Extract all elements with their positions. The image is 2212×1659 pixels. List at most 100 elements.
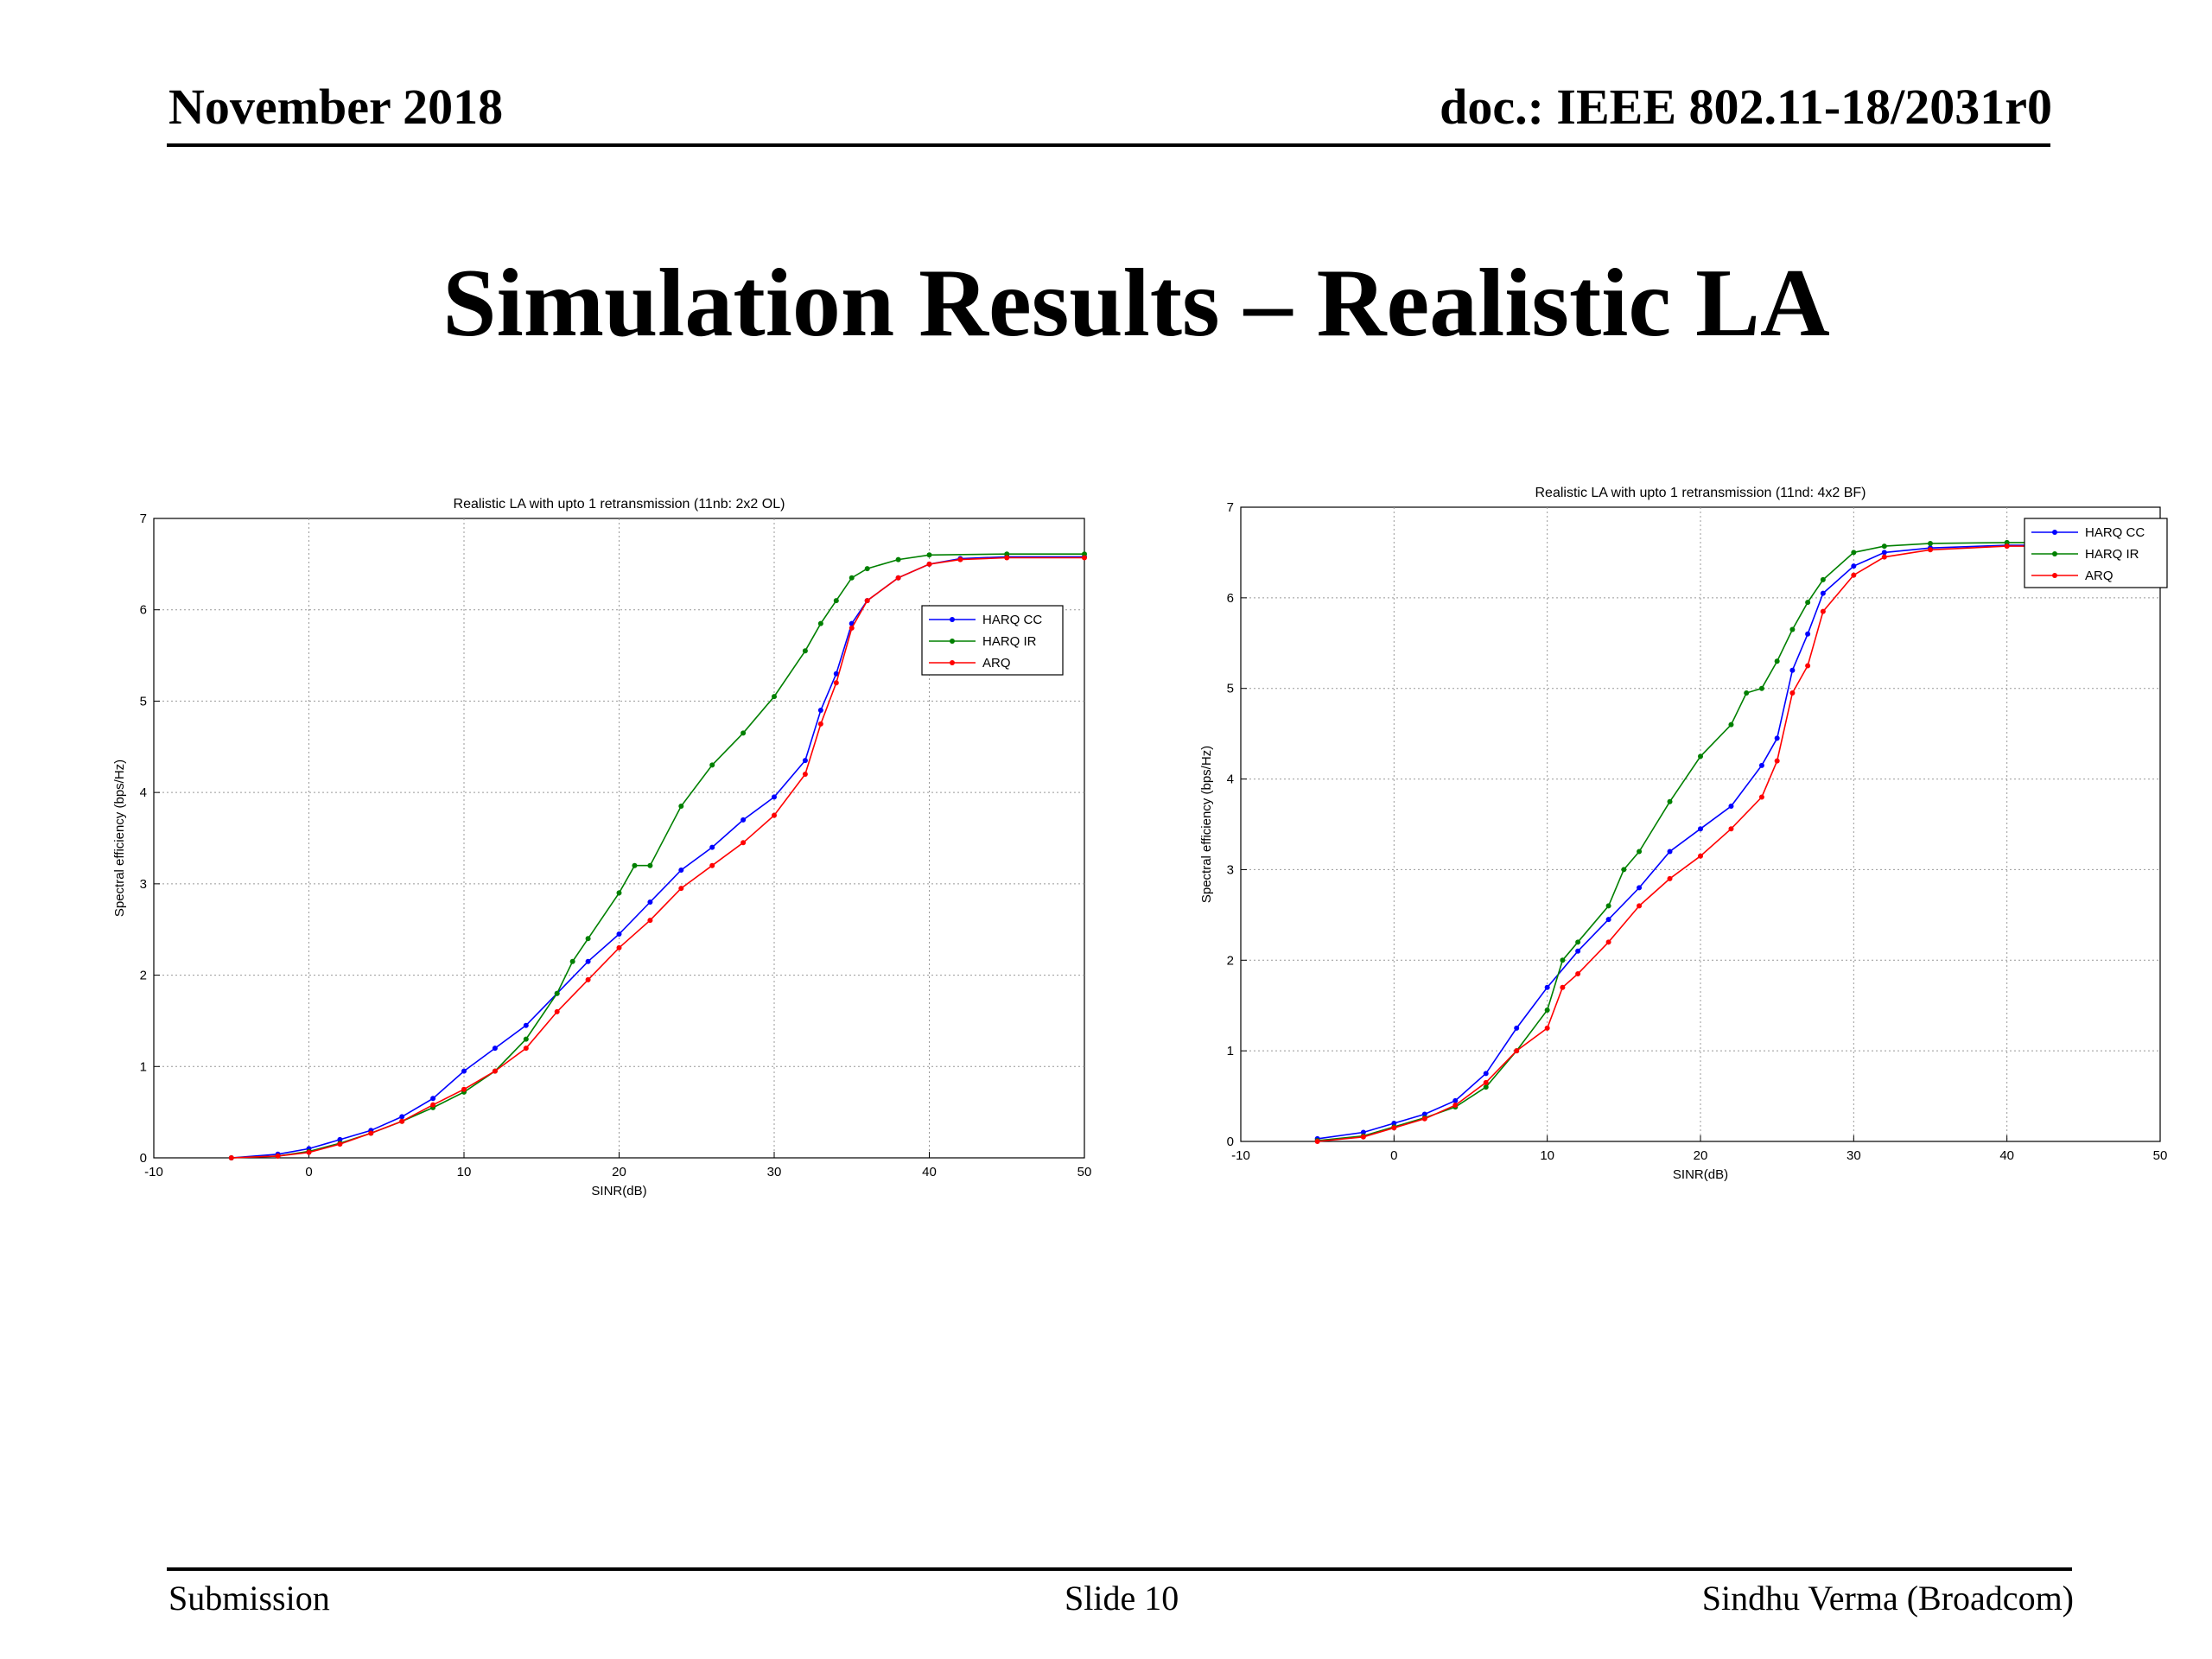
data-point-harq-cc <box>833 671 839 677</box>
data-point-harq-cc <box>1728 804 1734 810</box>
data-point-arq <box>1421 1116 1427 1122</box>
data-point-arq <box>1667 875 1673 881</box>
y-tick-label: 4 <box>1227 772 1234 787</box>
data-point-arq <box>926 561 932 567</box>
x-tick-label: 40 <box>922 1165 937 1179</box>
data-point-harq-cc <box>1360 1129 1366 1135</box>
y-tick-label: 7 <box>140 512 147 526</box>
data-point-harq-cc <box>1421 1111 1427 1117</box>
x-tick-label: 0 <box>305 1165 312 1179</box>
data-point-arq <box>1360 1134 1366 1140</box>
data-point-harq-ir <box>772 694 777 700</box>
legend-label-harq-ir: HARQ IR <box>2085 547 2139 562</box>
data-point-arq <box>833 680 839 686</box>
legend-marker-harq-cc <box>2052 530 2057 535</box>
footer-author: Sindhu Verma (Broadcom) <box>1701 1579 2074 1618</box>
y-tick-label: 6 <box>1227 591 1234 606</box>
data-point-harq-ir <box>1544 1007 1550 1013</box>
data-point-harq-ir <box>523 1036 529 1042</box>
data-point-harq-cc <box>461 1068 467 1074</box>
legend-marker-arq <box>950 660 955 665</box>
data-point-harq-ir <box>1698 753 1703 760</box>
data-point-harq-cc <box>1881 550 1887 556</box>
data-point-harq-ir <box>1744 690 1750 696</box>
y-tick-label: 5 <box>1227 682 1234 696</box>
data-point-harq-ir <box>1805 600 1811 606</box>
data-point-arq <box>430 1102 436 1108</box>
data-point-harq-cc <box>1758 762 1764 768</box>
series-line-arq <box>231 556 1084 1159</box>
data-point-arq <box>1881 554 1887 560</box>
data-point-arq <box>895 575 901 581</box>
data-point-arq <box>1082 555 1087 561</box>
data-point-harq-cc <box>1789 667 1796 673</box>
data-point-arq <box>399 1118 405 1124</box>
data-point-harq-ir <box>1789 626 1796 632</box>
x-tick-label: 10 <box>1540 1148 1554 1163</box>
y-tick-label: 0 <box>1227 1135 1234 1149</box>
data-point-arq <box>492 1068 498 1074</box>
data-point-harq-cc <box>337 1136 343 1142</box>
data-point-arq <box>1544 1025 1550 1031</box>
data-point-arq <box>1004 555 1010 561</box>
data-point-arq <box>554 1008 560 1014</box>
data-point-harq-cc <box>647 899 653 905</box>
data-point-harq-ir <box>554 990 560 996</box>
data-point-arq <box>647 918 653 924</box>
data-point-harq-cc <box>1805 631 1811 637</box>
data-point-harq-ir <box>2004 539 2010 545</box>
data-point-arq <box>523 1046 529 1052</box>
data-point-harq-ir <box>1851 550 1857 556</box>
data-point-arq <box>1928 547 1933 553</box>
data-point-harq-cc <box>523 1022 529 1028</box>
footer-slide-number: Slide 10 <box>1065 1579 1179 1618</box>
data-point-harq-cc <box>1514 1025 1520 1031</box>
data-point-harq-ir <box>1483 1084 1489 1090</box>
legend-label-arq: ARQ <box>2085 569 2113 583</box>
data-point-harq-cc <box>1483 1071 1489 1077</box>
data-point-harq-cc <box>1774 735 1780 741</box>
data-point-harq-ir <box>1728 721 1734 728</box>
data-point-harq-cc <box>741 817 747 823</box>
data-point-arq <box>1789 690 1796 696</box>
data-point-arq <box>864 598 870 604</box>
data-point-arq <box>817 721 823 727</box>
legend-marker-harq-ir <box>950 639 955 644</box>
y-tick-label: 2 <box>140 969 147 983</box>
data-point-harq-cc <box>1637 885 1643 891</box>
header-doc-id: doc.: IEEE 802.11-18/2031r0 <box>1440 79 2052 135</box>
slide-title: Simulation Results – Realistic LA <box>442 250 1830 357</box>
footer-rule <box>167 1567 2072 1571</box>
data-point-harq-cc <box>1575 948 1581 954</box>
data-point-harq-cc <box>1667 849 1673 855</box>
data-point-harq-ir <box>1928 540 1933 546</box>
data-point-harq-ir <box>1637 849 1643 855</box>
data-point-arq <box>1851 572 1857 578</box>
data-point-harq-ir <box>1621 867 1627 873</box>
data-point-harq-ir <box>895 556 901 563</box>
data-point-harq-cc <box>1820 590 1826 596</box>
data-point-arq <box>228 1155 234 1160</box>
data-point-harq-cc <box>399 1114 405 1120</box>
data-point-harq-ir <box>1082 551 1087 557</box>
data-point-harq-ir <box>849 575 855 581</box>
y-tick-label: 1 <box>1227 1044 1234 1058</box>
data-point-arq <box>1805 663 1811 669</box>
x-tick-label: -10 <box>144 1165 163 1179</box>
data-point-harq-ir <box>569 958 575 964</box>
data-point-arq <box>585 976 591 982</box>
data-point-harq-ir <box>1004 551 1010 557</box>
data-point-arq <box>1560 984 1566 990</box>
y-axis-label: Spectral efficiency (bps/Hz) <box>112 760 127 917</box>
data-point-harq-cc <box>1544 984 1550 990</box>
legend-label-harq-cc: HARQ CC <box>2085 525 2145 540</box>
data-point-arq <box>2004 543 2010 550</box>
data-point-arq <box>275 1153 281 1159</box>
data-point-arq <box>1698 853 1703 859</box>
legend-marker-harq-ir <box>2052 551 2057 556</box>
data-point-arq <box>709 862 715 868</box>
data-point-harq-ir <box>1605 903 1611 909</box>
chart-title: Realistic LA with upto 1 retransmission … <box>454 497 785 512</box>
y-tick-label: 6 <box>140 603 147 618</box>
